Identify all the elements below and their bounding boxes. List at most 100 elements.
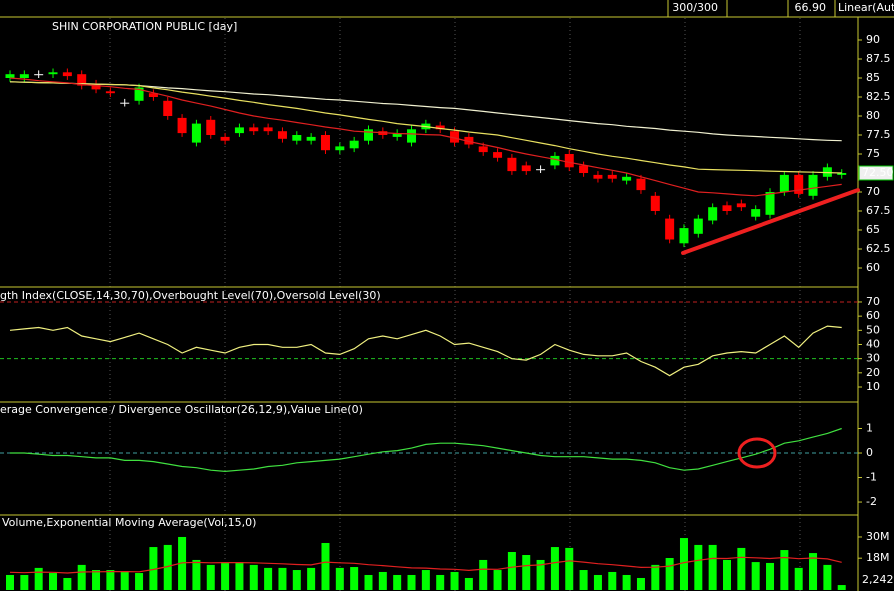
y-tick-label: 82.5: [866, 90, 891, 103]
scale-mode: Linear(Auto: [838, 1, 894, 14]
candle-body: [808, 174, 818, 196]
candle-body: [751, 209, 761, 217]
candle-body: [507, 157, 517, 172]
candle-body: [306, 136, 316, 141]
pane-title: erage Convergence / Divergence Oscillato…: [0, 403, 363, 416]
y-tick-label: 75: [866, 147, 880, 160]
volume-bar: [823, 564, 832, 590]
volume-bar: [679, 538, 688, 590]
volume-bar: [622, 574, 631, 590]
candle-body: [679, 228, 689, 244]
candle-body: [134, 87, 144, 101]
volume-bar: [636, 577, 645, 590]
volume-bar: [135, 573, 144, 590]
y-tick-label: 60: [866, 309, 880, 322]
indicator-line: [9, 556, 842, 574]
candle-body: [794, 174, 804, 194]
last-label-box: [858, 165, 894, 181]
volume-bar: [737, 547, 746, 590]
volume-bar: [809, 553, 818, 590]
volume-bar: [608, 571, 617, 590]
volume-bar: [723, 559, 731, 590]
candle-body: [564, 154, 574, 168]
volume-bar: [350, 567, 359, 590]
candle-body: [607, 174, 617, 179]
candle-body: [736, 203, 746, 208]
candle-body: [249, 127, 259, 132]
candle-body: [464, 136, 474, 145]
highlight-circle: [737, 437, 777, 469]
y-tick-label: 70: [866, 295, 880, 308]
candle-body: [493, 152, 503, 158]
volume-bar: [278, 567, 287, 590]
candle-body: [5, 74, 15, 78]
candle-body: [579, 165, 589, 173]
volume-bar: [593, 574, 602, 590]
candle-body: [636, 178, 646, 191]
y-tick-label: -2: [866, 495, 877, 508]
volume-bar: [264, 567, 273, 590]
volume-bar: [120, 571, 129, 590]
candle-body: [263, 127, 273, 132]
volume-bar: [221, 562, 230, 590]
volume-bar: [708, 544, 717, 590]
candle-body: [335, 146, 345, 151]
candle-body: [320, 135, 330, 151]
candle-body: [191, 123, 201, 143]
bar-count: 300/300: [672, 1, 718, 14]
volume-bar: [335, 567, 344, 590]
volume-bar: [436, 574, 445, 590]
volume-bar: [106, 570, 115, 590]
volume-bar: [565, 547, 574, 590]
y-tick-label: 60: [866, 261, 880, 274]
y-tick-label: 0: [866, 446, 873, 459]
y-tick-label: 67.5: [866, 204, 891, 217]
candle-body: [120, 102, 130, 104]
candle-body: [91, 83, 101, 90]
last-label: 72.50: [862, 166, 894, 179]
volume-bar: [464, 577, 473, 590]
y-tick-label: 18M: [866, 551, 890, 564]
volume-bar: [507, 551, 516, 590]
indicator-line: [9, 77, 842, 197]
candle-body: [364, 129, 373, 141]
candle-body: [450, 131, 460, 143]
volume-bar: [321, 542, 330, 590]
candle-body: [163, 100, 173, 116]
candle-body: [550, 155, 560, 166]
candle-body: [77, 74, 87, 86]
candle-body: [277, 131, 287, 139]
candle-body: [593, 174, 603, 179]
volume-bar: [393, 574, 402, 590]
grid: [109, 18, 801, 591]
y-tick-label: 62.5: [866, 242, 891, 255]
candle-body: [62, 72, 72, 77]
candle-body: [148, 93, 158, 97]
volume-bar: [307, 567, 316, 590]
y-tick-label: 40: [866, 337, 880, 350]
volume-bar: [766, 562, 775, 590]
volume-bar: [235, 562, 244, 590]
volume-bar: [20, 574, 29, 590]
candle-body: [779, 174, 789, 192]
indicator-line: [9, 81, 842, 174]
volume-bar: [421, 570, 430, 590]
y-tick-label: 20: [866, 366, 880, 379]
volume-bar: [694, 544, 703, 590]
volume-bar: [665, 558, 674, 590]
volume-bar: [522, 555, 531, 590]
indicator-line: [9, 81, 842, 142]
volume-bar: [63, 577, 72, 590]
volume-bar: [780, 550, 789, 590]
y-tick-label: 10: [866, 380, 880, 393]
volume-bar: [479, 559, 488, 590]
y-tick-label: 30M: [866, 530, 890, 543]
candle-body: [765, 192, 775, 215]
candle-body: [34, 74, 44, 76]
volume-bar: [794, 567, 803, 590]
volume-bar: [407, 574, 416, 590]
volume-bar: [92, 570, 101, 590]
y-tick-label: 80: [866, 109, 880, 122]
